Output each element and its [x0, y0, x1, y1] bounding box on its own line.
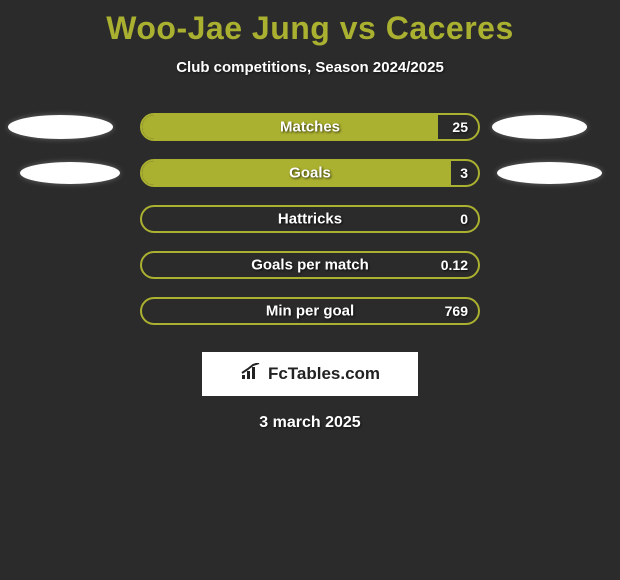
bar-track: Goals 3 — [140, 159, 480, 187]
bar-label: Goals per match — [251, 257, 369, 274]
chart-row: Min per goal 769 — [0, 288, 620, 334]
bar-value-right: 769 — [445, 303, 468, 319]
bar-value-right: 0 — [460, 211, 468, 227]
chart-row: Hattricks 0 — [0, 196, 620, 242]
brand-box: FcTables.com — [202, 352, 418, 396]
bar-label: Goals — [289, 165, 331, 182]
page-title: Woo-Jae Jung vs Caceres — [0, 0, 620, 47]
chart-row: Matches 25 — [0, 104, 620, 150]
bar-value-right: 25 — [452, 119, 468, 135]
comparison-chart: Matches 25 Goals 3 Hattricks 0 Goals per match… — [0, 104, 620, 334]
brand-text: FcTables.com — [268, 364, 380, 384]
chart-row: Goals per match 0.12 — [0, 242, 620, 288]
chart-row: Goals 3 — [0, 150, 620, 196]
left-ellipse — [20, 162, 120, 184]
bar-track: Matches 25 — [140, 113, 480, 141]
bar-chart-icon — [240, 363, 262, 386]
bar-track: Min per goal 769 — [140, 297, 480, 325]
bar-track: Hattricks 0 — [140, 205, 480, 233]
left-ellipse — [8, 115, 113, 139]
bar-value-right: 0.12 — [441, 257, 468, 273]
bar-label: Min per goal — [266, 303, 354, 320]
bar-track: Goals per match 0.12 — [140, 251, 480, 279]
right-ellipse — [497, 162, 602, 184]
bar-label: Hattricks — [278, 211, 342, 228]
date-text: 3 march 2025 — [0, 414, 620, 432]
bar-label: Matches — [280, 119, 340, 136]
right-ellipse — [492, 115, 587, 139]
bar-value-right: 3 — [460, 165, 468, 181]
page-subtitle: Club competitions, Season 2024/2025 — [0, 59, 620, 76]
